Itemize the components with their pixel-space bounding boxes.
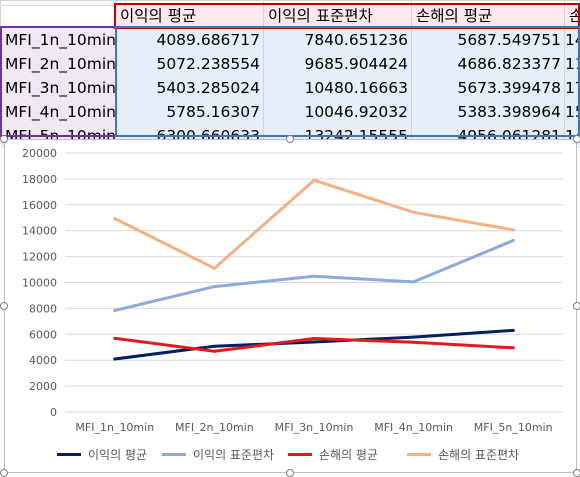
column-header-cell[interactable]: 손해의 표준편차 [565, 4, 580, 28]
y-tick-label: 6000 [29, 328, 57, 341]
series-3-point [312, 337, 316, 341]
value-cell[interactable]: 10046.92032 [264, 100, 411, 124]
x-tick-label: MFI_4n_10min [374, 421, 453, 434]
y-tick-label: 12000 [22, 251, 57, 264]
chart-resize-handle-left[interactable] [0, 302, 8, 310]
legend-label: 이익의 표준편차 [193, 447, 275, 462]
series-4-point [113, 217, 117, 221]
series-line-4 [113, 178, 515, 270]
row-label-cell[interactable]: MFI_3n_10min [1, 76, 115, 100]
value-cell[interactable]: 5403.285024 [116, 76, 263, 100]
row-label-cell[interactable]: MFI_1n_10min [1, 28, 115, 52]
series-1-point [212, 344, 216, 348]
y-tick-label: 20000 [22, 147, 57, 160]
x-tick-label: MFI_2n_10min [175, 421, 254, 434]
legend-swatch [57, 452, 81, 456]
value-cell[interactable]: 5687.549751 [412, 28, 564, 52]
y-tick-label: 18000 [22, 173, 57, 186]
series-4-point [412, 210, 416, 214]
legend-swatch [288, 452, 312, 456]
chart-resize-handle-right[interactable] [573, 302, 580, 310]
y-tick-label: 4000 [29, 354, 57, 367]
y-tick-label: 14000 [22, 225, 57, 238]
y-tick-label: 0 [50, 406, 57, 419]
value-cell[interactable]: 4686.823377 [412, 52, 564, 76]
chart-resize-handle-top-right[interactable] [573, 135, 580, 143]
series-3-point [212, 349, 216, 353]
value-cell[interactable]: 17897.43487 [565, 76, 580, 100]
column-header-cell[interactable]: 손해의 평균 [412, 4, 564, 28]
y-tick-label: 16000 [22, 199, 57, 212]
x-tick-label: MFI_5n_10min [474, 421, 553, 434]
y-tick-label: 2000 [29, 380, 57, 393]
legend-entry[interactable]: 이익의 평균 [57, 445, 147, 463]
gridline [263, 0, 264, 138]
value-cell[interactable]: 9685.904424 [264, 52, 411, 76]
series-4-point [511, 228, 515, 232]
value-cell[interactable]: 5673.399478 [412, 76, 564, 100]
legend-label: 손해의 표준편차 [438, 447, 520, 462]
legend-label: 이익의 평균 [88, 447, 148, 462]
series-2-point [212, 285, 216, 289]
series-1-point [113, 357, 117, 361]
series-1-point [511, 328, 515, 332]
chart-resize-handle-top-left[interactable] [0, 135, 8, 143]
series-4-point [212, 266, 216, 270]
legend-label: 손해의 평균 [319, 447, 379, 462]
x-tick-label: MFI_1n_10min [75, 421, 154, 434]
x-tick-label: MFI_3n_10min [275, 421, 354, 434]
y-tick-label: 10000 [22, 277, 57, 290]
series-2-point [412, 280, 416, 284]
line-chart[interactable]: 0 2000 4000 6000 8000 10000 12000 14000 16000 180… [4, 139, 577, 473]
value-cell[interactable]: 14935.45326 [565, 28, 580, 52]
gridline [0, 0, 580, 1]
series-line-3 [113, 336, 515, 353]
value-cell[interactable]: 7840.651236 [264, 28, 411, 52]
gridline [411, 0, 412, 138]
value-cell[interactable]: 11098.30161 [565, 52, 580, 76]
column-header-cell[interactable]: 이익의 표준편차 [264, 4, 411, 28]
value-cell[interactable]: 5383.398964 [412, 100, 564, 124]
column-header-cell[interactable]: 이익의 평균 [116, 4, 263, 28]
value-cell[interactable]: 15420.53737 [565, 100, 580, 124]
row-label-cell[interactable]: MFI_2n_10min [1, 52, 115, 76]
legend-entry[interactable]: 이익의 표준편차 [162, 445, 274, 463]
legend-swatch [407, 452, 431, 456]
series-1-point [412, 335, 416, 339]
series-2-point [511, 239, 515, 243]
series-2-point [312, 274, 316, 278]
gridline [564, 0, 565, 138]
value-cell[interactable]: 10480.16663 [264, 76, 411, 100]
y-tick-label: 8000 [29, 302, 57, 315]
chart-plot: 0 2000 4000 6000 8000 10000 12000 14000 16000 180… [22, 147, 563, 434]
series-1-point [312, 340, 316, 344]
series-3-point [113, 336, 117, 340]
series-3-point [412, 340, 416, 344]
legend-entry[interactable]: 손해의 평균 [288, 445, 378, 463]
series-4-point [312, 178, 316, 182]
row-label-cell[interactable]: MFI_4n_10min [1, 100, 115, 124]
value-cell[interactable]: 5072.238554 [116, 52, 263, 76]
chart-resize-handle-top[interactable] [286, 135, 294, 143]
value-cell[interactable]: 4089.686717 [116, 28, 263, 52]
series-2-point [113, 308, 117, 312]
legend-swatch [162, 452, 186, 456]
series-3-point [511, 346, 515, 350]
value-cell[interactable]: 5785.16307 [116, 100, 263, 124]
legend-entry[interactable]: 손해의 표준편차 [407, 445, 519, 463]
